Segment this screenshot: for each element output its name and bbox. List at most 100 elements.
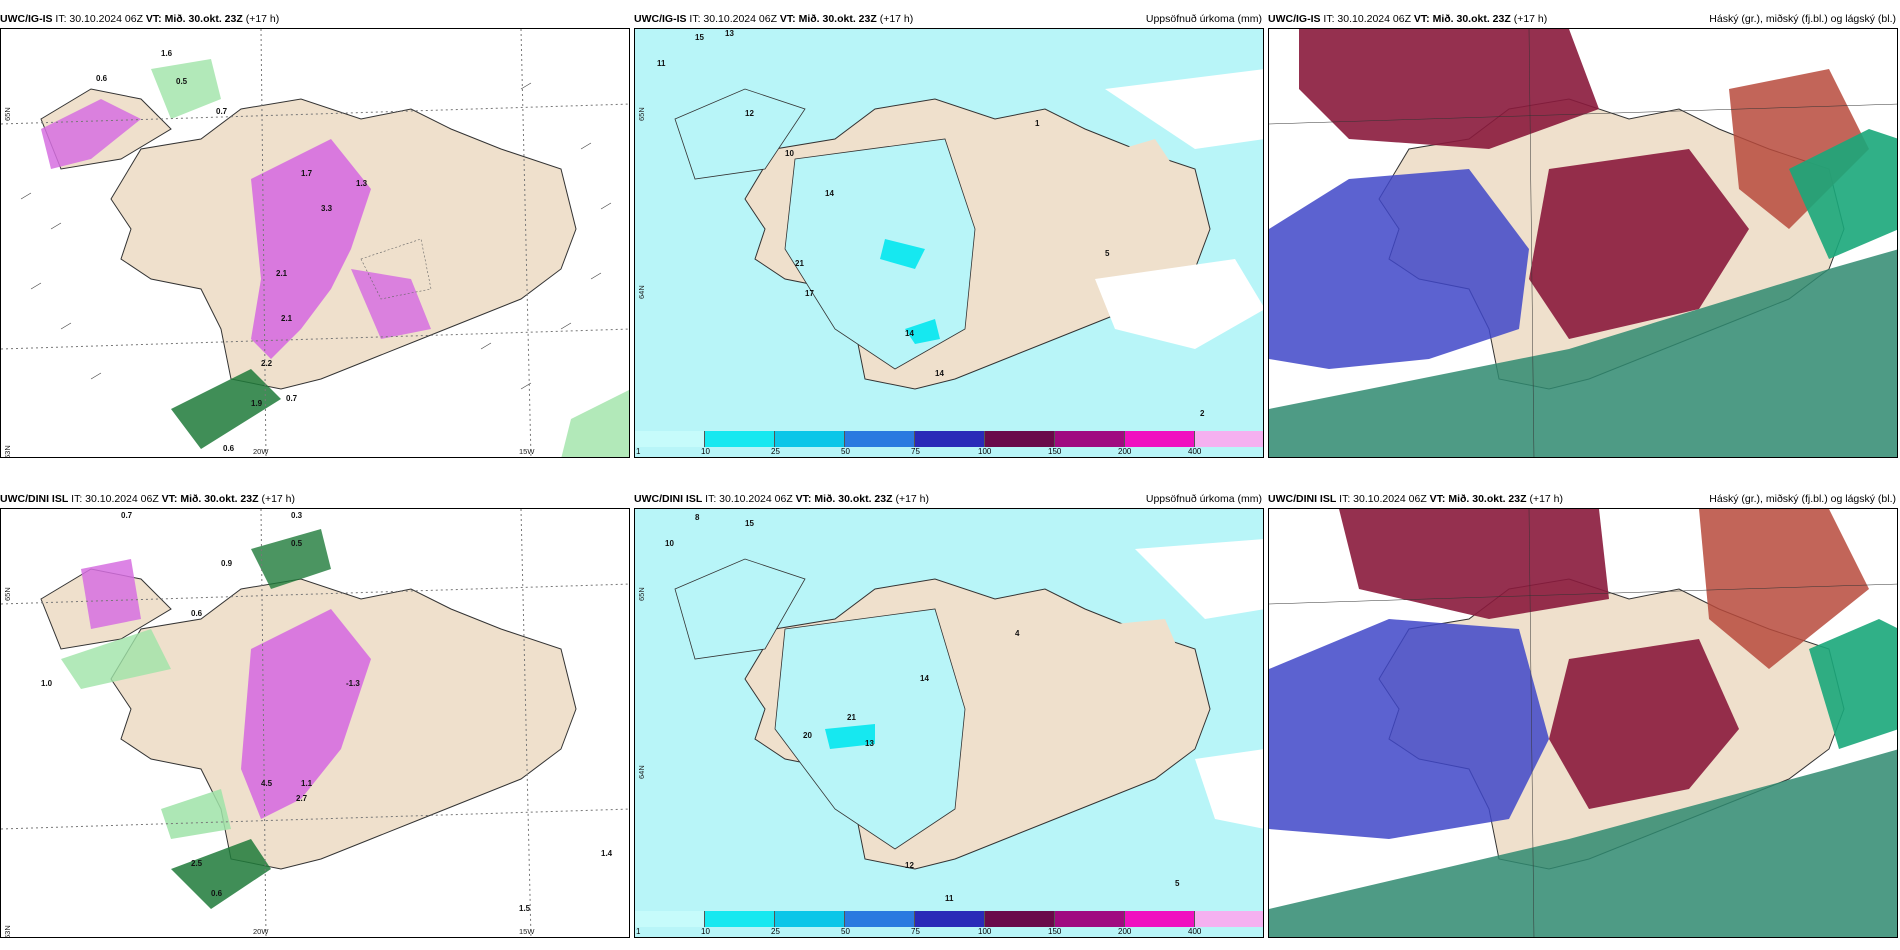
panel-bottom-right: UWC/DINI ISL IT: 30.10.2024 06Z VT: Mið.… (1268, 490, 1898, 938)
lat-label-top: 65N (637, 587, 646, 601)
colorbar-label: 150 (1048, 447, 1062, 456)
value-label: 3.3 (321, 204, 333, 213)
legend-title: Uppsöfnuð úrkoma (mm) (1145, 13, 1262, 25)
value-label: 17 (805, 289, 814, 298)
value-label: 1.5 (519, 904, 531, 913)
panel-header: UWC/DINI ISL IT: 30.10.2024 06Z VT: Mið.… (0, 490, 630, 508)
colorbar-segment (985, 431, 1055, 447)
legend-title: Háský (gr.), miðský (fj.bl.) og lágský (… (1709, 13, 1896, 25)
colorbar-label: 1 (636, 927, 641, 936)
init-time: IT: 30.10.2024 06Z (705, 493, 793, 505)
value-label: 1.3 (356, 179, 368, 188)
panel-bottom-middle: UWC/DINI ISL IT: 30.10.2024 06Z VT: Mið.… (634, 490, 1264, 938)
value-label: 11 (945, 894, 954, 903)
colorbar-segment (775, 911, 845, 927)
value-label: 10 (785, 149, 794, 158)
value-label: 1.9 (251, 399, 263, 408)
value-label: 13 (725, 29, 734, 38)
value-label: 5 (1105, 249, 1110, 258)
legend-title: Háský (gr.), miðský (fj.bl.) og lágský (… (1709, 493, 1896, 505)
panel-top-middle: UWC/IG-IS IT: 30.10.2024 06Z VT: Mið. 30… (634, 10, 1264, 458)
value-label: 0.6 (191, 609, 203, 618)
precip-accum-map: 65N 64N 15 13 11 12 10 14 21 17 14 14 1 … (634, 28, 1264, 458)
value-label: 1.7 (301, 169, 313, 178)
value-label: 0.7 (286, 394, 298, 403)
cloud-cover-map (1268, 28, 1898, 458)
value-label: 0.9 (221, 559, 233, 568)
legend-title: Uppsöfnuð úrkoma (mm) (1145, 493, 1262, 505)
colorbar-segment (1195, 911, 1263, 927)
value-label: 2.5 (191, 859, 203, 868)
map-canvas (674, 539, 1263, 870)
panel-header: UWC/IG-IS IT: 30.10.2024 06Z VT: Mið. 30… (1268, 10, 1898, 28)
colorbar-label: 200 (1118, 927, 1132, 936)
value-label: 0.6 (211, 889, 223, 898)
value-label: 1.6 (161, 49, 173, 58)
init-time: IT: 30.10.2024 06Z (689, 13, 777, 25)
panel-top-right: UWC/IG-IS IT: 30.10.2024 06Z VT: Mið. 30… (1268, 10, 1898, 458)
map-canvas (1269, 29, 1897, 457)
colorbar-segment (915, 431, 985, 447)
colorbar-label: 1 (636, 447, 641, 456)
colorbar-segment (775, 431, 845, 447)
model-name: UWC/IG-IS (634, 13, 687, 25)
value-label: 0.6 (223, 444, 235, 453)
lat-label-bottom: 64N (637, 285, 646, 299)
lead-time: (+17 h) (1513, 13, 1548, 25)
model-name: UWC/DINI ISL (1268, 493, 1337, 505)
value-label: 8 (695, 513, 700, 522)
panel-header: UWC/IG-IS IT: 30.10.2024 06Z VT: Mið. 30… (0, 10, 630, 28)
value-label: 14 (905, 329, 914, 338)
colorbar-label: 100 (978, 927, 992, 936)
valid-time: VT: Mið. 30.okt. 23Z (1429, 493, 1527, 505)
map-canvas (674, 69, 1263, 390)
colorbar-segment (845, 431, 915, 447)
colorbar-segment (1195, 431, 1263, 447)
lon-label-left: 20W (253, 447, 269, 456)
colorbar-label: 50 (841, 927, 850, 936)
precip-colorbar: 1 10 25 50 75 100 150 200 400 (635, 431, 1263, 457)
model-name: UWC/IG-IS (0, 13, 53, 25)
panel-bottom-left: UWC/DINI ISL IT: 30.10.2024 06Z VT: Mið.… (0, 490, 630, 938)
lat-label-bottom: 63N (3, 925, 12, 938)
value-label: 4 (1015, 629, 1020, 638)
colorbar-segment (915, 911, 985, 927)
init-time: IT: 30.10.2024 06Z (1339, 493, 1427, 505)
colorbar-label: 400 (1188, 447, 1202, 456)
colorbar-label: 25 (771, 447, 780, 456)
lon-label-right: 15W (519, 927, 535, 936)
panel-header: UWC/DINI ISL IT: 30.10.2024 06Z VT: Mið.… (1268, 490, 1898, 508)
lon-label-left: 20W (253, 927, 269, 936)
value-label: 1 (1035, 119, 1040, 128)
value-label: 14 (935, 369, 944, 378)
value-label: 21 (847, 713, 856, 722)
lat-label-bottom: 64N (637, 765, 646, 779)
panel-top-left: UWC/IG-IS IT: 30.10.2024 06Z VT: Mið. 30… (0, 10, 630, 458)
colorbar-label: 25 (771, 927, 780, 936)
map-canvas (1, 29, 629, 457)
model-name: UWC/DINI ISL (0, 493, 69, 505)
value-label: 2.7 (296, 794, 308, 803)
lead-time: (+17 h) (245, 13, 280, 25)
value-label: 0.6 (96, 74, 108, 83)
value-label: -1.3 (346, 679, 360, 688)
value-label: 12 (745, 109, 754, 118)
value-label: 2.1 (281, 314, 293, 323)
lat-label-top: 65N (3, 107, 12, 121)
colorbar-label: 10 (701, 447, 710, 456)
precip-accum-map: 65N 64N 15 8 10 20 21 13 14 12 11 4 5 1 … (634, 508, 1264, 938)
init-time: IT: 30.10.2024 06Z (71, 493, 159, 505)
value-label: 2.2 (261, 359, 273, 368)
value-label: 0.5 (291, 539, 303, 548)
colorbar-segment (1125, 431, 1195, 447)
value-label: 0.5 (176, 77, 188, 86)
lead-time: (+17 h) (261, 493, 296, 505)
precip-colorbar: 1 10 25 50 75 100 150 200 400 (635, 911, 1263, 937)
value-label: 2.1 (276, 269, 288, 278)
value-label: 15 (745, 519, 754, 528)
value-label: 0.7 (121, 511, 133, 520)
value-label: 4.5 (261, 779, 273, 788)
colorbar-label: 75 (911, 447, 920, 456)
valid-time: VT: Mið. 30.okt. 23Z (145, 13, 243, 25)
value-label: 0.3 (291, 511, 303, 520)
